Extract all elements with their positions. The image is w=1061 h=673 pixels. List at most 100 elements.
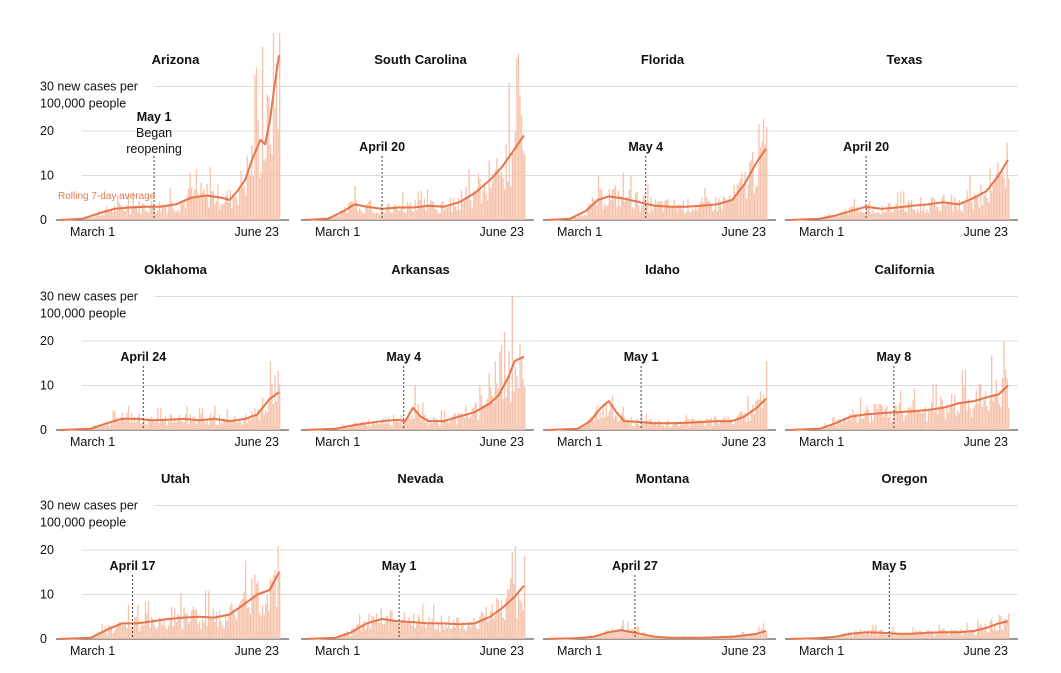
daily-bar	[884, 212, 886, 220]
daily-bar	[248, 418, 250, 430]
daily-bar	[208, 591, 210, 639]
daily-bar	[144, 602, 147, 639]
daily-bar	[884, 634, 886, 639]
daily-bar	[611, 189, 614, 220]
daily-bar	[416, 413, 418, 430]
daily-bar	[608, 188, 611, 220]
daily-bar	[494, 615, 497, 639]
daily-bar	[978, 383, 981, 430]
daily-bar	[465, 187, 467, 220]
daily-bar	[491, 603, 493, 639]
daily-bar	[456, 209, 458, 220]
daily-bar	[431, 201, 433, 220]
daily-bar	[918, 410, 920, 430]
daily-bar	[385, 210, 387, 220]
daily-bar	[707, 418, 709, 430]
daily-bar	[745, 421, 748, 430]
daily-bar	[97, 212, 99, 220]
daily-bar	[617, 631, 620, 639]
daily-bar	[214, 405, 216, 430]
reopen-date-label: May 5	[872, 559, 907, 573]
daily-bar	[587, 207, 589, 220]
panel-title-oklahoma: Oklahoma	[144, 262, 208, 277]
panel-title-nevada: Nevada	[397, 471, 444, 486]
daily-bar	[761, 141, 763, 220]
daily-bar	[570, 219, 572, 220]
daily-bar	[115, 211, 117, 220]
daily-bar	[466, 197, 469, 220]
daily-bar	[431, 618, 433, 639]
daily-bar	[460, 190, 463, 220]
daily-bar	[957, 410, 959, 430]
daily-bar	[958, 199, 960, 220]
daily-bar	[675, 421, 677, 430]
daily-bar	[607, 416, 609, 430]
daily-bar	[690, 419, 692, 430]
reopen-date-label: May 8	[876, 350, 911, 364]
daily-bar	[279, 384, 281, 430]
daily-bar	[637, 424, 640, 430]
daily-bar	[863, 418, 865, 430]
daily-bar	[878, 403, 880, 430]
daily-bar	[636, 419, 638, 430]
daily-bar	[605, 206, 607, 220]
reopen-date-label: May 1	[624, 350, 659, 364]
daily-bar	[671, 206, 674, 220]
daily-bar	[372, 212, 375, 220]
daily-bar	[867, 629, 869, 639]
daily-bar	[493, 174, 495, 220]
daily-bar	[759, 634, 762, 639]
daily-bar	[502, 398, 504, 430]
daily-bar	[889, 202, 891, 220]
daily-bar	[402, 619, 404, 639]
daily-bar	[904, 634, 906, 639]
daily-bar	[639, 425, 641, 430]
daily-bar	[164, 626, 167, 639]
daily-bar	[859, 397, 862, 430]
daily-bar	[140, 626, 142, 639]
daily-bar	[155, 629, 157, 639]
daily-bar	[262, 605, 264, 639]
daily-bar	[123, 419, 125, 430]
daily-bar	[251, 145, 253, 220]
daily-bar	[621, 414, 623, 430]
daily-bar	[836, 637, 839, 639]
daily-bar	[947, 204, 950, 220]
daily-bar	[869, 634, 871, 639]
daily-bar	[739, 411, 742, 430]
daily-bar	[171, 201, 173, 220]
daily-bar	[933, 411, 936, 430]
daily-bar	[228, 613, 230, 639]
daily-bar	[838, 418, 840, 430]
daily-bar	[169, 617, 171, 639]
daily-bar	[483, 405, 486, 430]
daily-bar	[351, 200, 353, 220]
reopen-date-label: April 17	[110, 559, 156, 573]
daily-bar	[684, 213, 686, 220]
daily-bar	[109, 625, 111, 639]
rolling-average-line	[546, 629, 767, 640]
daily-bar	[884, 408, 886, 430]
daily-bar	[388, 203, 390, 220]
daily-bar	[594, 201, 597, 220]
daily-bar	[977, 196, 979, 220]
daily-bar	[167, 205, 170, 220]
daily-bar	[984, 623, 987, 639]
daily-bar	[903, 633, 905, 639]
daily-bar	[881, 205, 883, 220]
panel-title-idaho: Idaho	[645, 262, 680, 277]
daily-bar	[249, 613, 252, 639]
daily-bar	[866, 405, 868, 430]
daily-bar	[191, 421, 193, 430]
daily-bar	[149, 205, 151, 220]
daily-bar	[371, 616, 373, 639]
daily-bar	[758, 399, 760, 430]
daily-bar	[997, 395, 999, 430]
daily-bar	[374, 622, 376, 639]
daily-bar	[713, 209, 715, 220]
daily-bar	[377, 622, 379, 639]
daily-bar	[997, 630, 999, 639]
daily-bar	[417, 191, 419, 220]
y-tick-label: 20	[40, 543, 54, 557]
daily-bar	[426, 189, 429, 220]
